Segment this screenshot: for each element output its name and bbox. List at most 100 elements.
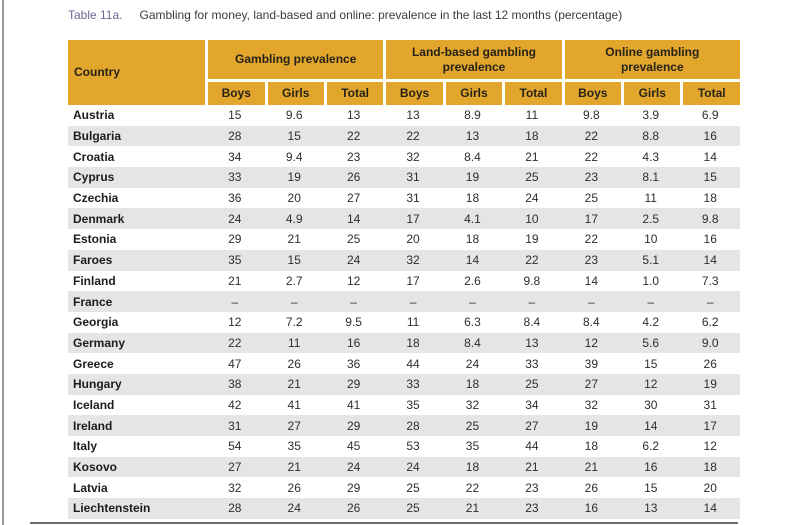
value-cell: 41	[346, 397, 361, 412]
value-cell: 9.4	[285, 149, 303, 164]
table-title-text: Gambling for money, land-based and onlin…	[139, 8, 623, 22]
country-cell: Denmark	[73, 211, 125, 226]
value-cell: 18	[465, 377, 480, 392]
value-cell: 29	[228, 232, 242, 247]
value-cell: 35	[228, 253, 242, 268]
table-row: Cyprus 33 19 26 31 19 25 23 8.1 15	[68, 167, 740, 188]
value-cell: 21	[287, 460, 301, 475]
value-cell: –	[469, 294, 476, 309]
table-row: Hungary 38 21 29 33 18 25 27 12 19	[68, 373, 740, 395]
country-column-header: Country	[68, 40, 206, 105]
country-cell: Finland	[73, 273, 116, 288]
value-cell: 33	[228, 170, 242, 185]
table-row: Liechtenstein 28 24 26 25 21 23 16 13 14	[68, 498, 740, 519]
value-cell: 32	[465, 397, 480, 412]
group-header-landbased: Land-based gambling prevalence	[383, 40, 562, 79]
value-cell: 36	[346, 356, 361, 371]
country-cell: Czechia	[73, 191, 119, 206]
value-cell: 31	[406, 170, 420, 185]
value-cell: 7.3	[701, 273, 719, 288]
value-cell: 24	[346, 460, 361, 475]
value-cell: 14	[703, 253, 717, 268]
country-cell: Cyprus	[73, 170, 115, 185]
value-cell: 34	[525, 397, 539, 412]
country-cell: Hungary	[73, 377, 122, 392]
table-caption: Table 11a. Gambling for money, land-base…	[68, 8, 740, 40]
table-row: Italy 54 35 45 53 35 44 18 6.2 12	[68, 436, 740, 457]
value-cell: 38	[228, 377, 242, 392]
country-cell: Austria	[73, 108, 115, 123]
group-header-gambling: Gambling prevalence	[205, 40, 384, 79]
country-cell: Georgia	[73, 315, 119, 330]
value-cell: 8.4	[464, 335, 481, 350]
value-cell: 18	[465, 191, 480, 206]
value-cell: 2.6	[464, 273, 481, 288]
subheader-boys: Boys	[561, 79, 622, 105]
value-cell: 34	[228, 149, 242, 164]
value-cell: 8.4	[523, 315, 541, 330]
value-cell: 35	[287, 439, 301, 454]
country-cell: France	[73, 294, 113, 309]
value-cell: 25	[406, 501, 420, 516]
value-cell: 31	[406, 191, 420, 206]
value-cell: 14	[703, 149, 717, 164]
subheader-girls: Girls	[264, 79, 324, 105]
value-cell: 26	[287, 356, 301, 371]
value-cell: 14	[346, 211, 361, 226]
value-cell: 17	[703, 418, 717, 433]
subheader-girls: Girls	[442, 79, 503, 105]
table-number-label: Table 11a.	[68, 8, 123, 22]
value-cell: 4.1	[464, 211, 481, 226]
value-cell: 6.2	[642, 439, 660, 454]
value-cell: 23	[525, 501, 539, 516]
value-cell: 13	[525, 335, 539, 350]
table-row: Croatia 34 9.4 23 32 8.4 21 22 4.3 14	[68, 146, 740, 167]
value-cell: 17	[584, 211, 598, 226]
value-cell: 25	[525, 170, 539, 185]
value-cell: 44	[525, 439, 539, 454]
value-cell: 21	[525, 460, 539, 475]
value-cell: 8.4	[582, 315, 600, 330]
value-cell: 9.5	[345, 315, 362, 330]
value-cell: 2.5	[642, 211, 660, 226]
value-cell: 25	[406, 480, 420, 495]
value-cell: 53	[406, 439, 420, 454]
table-row: Faroes 35 15 24 32 14 22 23 5.1 14	[68, 249, 740, 271]
value-cell: 15	[287, 253, 301, 268]
value-cell: 23	[584, 253, 598, 268]
value-cell: 22	[584, 129, 598, 144]
value-cell: 21	[465, 501, 480, 516]
value-cell: 36	[228, 191, 242, 206]
value-cell: 4.9	[285, 211, 303, 226]
value-cell: 21	[228, 273, 242, 288]
country-cell: Ireland	[73, 418, 113, 433]
value-cell: 23	[346, 149, 361, 164]
table-row: Ireland 31 27 29 28 25 27 19 14 17	[68, 415, 740, 436]
value-cell: 19	[584, 418, 598, 433]
value-cell: 5.1	[642, 253, 660, 268]
value-cell: 9.6	[285, 108, 303, 123]
country-cell: Latvia	[73, 480, 108, 495]
table-header: Country Gambling prevalence Land-based g…	[68, 40, 740, 105]
value-cell: 12	[644, 377, 658, 392]
value-cell: 23	[584, 170, 598, 185]
value-cell: 26	[346, 501, 361, 516]
value-cell: 44	[406, 356, 420, 371]
table-row: Finland 21 2.7 12 17 2.6 9.8 14 1.0 7.3	[68, 271, 740, 292]
value-cell: 24	[346, 253, 361, 268]
value-cell: 11	[287, 335, 301, 350]
page-left-border	[2, 0, 4, 525]
value-cell: 21	[584, 460, 598, 475]
value-cell: 9.8	[523, 273, 541, 288]
value-cell: 21	[287, 232, 301, 247]
value-cell: 30	[644, 397, 658, 412]
value-cell: –	[231, 294, 239, 309]
table-row: France – – – – – – – – –	[68, 291, 740, 312]
value-cell: 20	[287, 191, 301, 206]
value-cell: 28	[228, 129, 242, 144]
value-cell: 4.3	[642, 149, 660, 164]
country-cell: Faroes	[73, 253, 113, 268]
country-cell: Croatia	[73, 149, 115, 164]
value-cell: 17	[406, 273, 420, 288]
value-cell: 16	[584, 501, 598, 516]
